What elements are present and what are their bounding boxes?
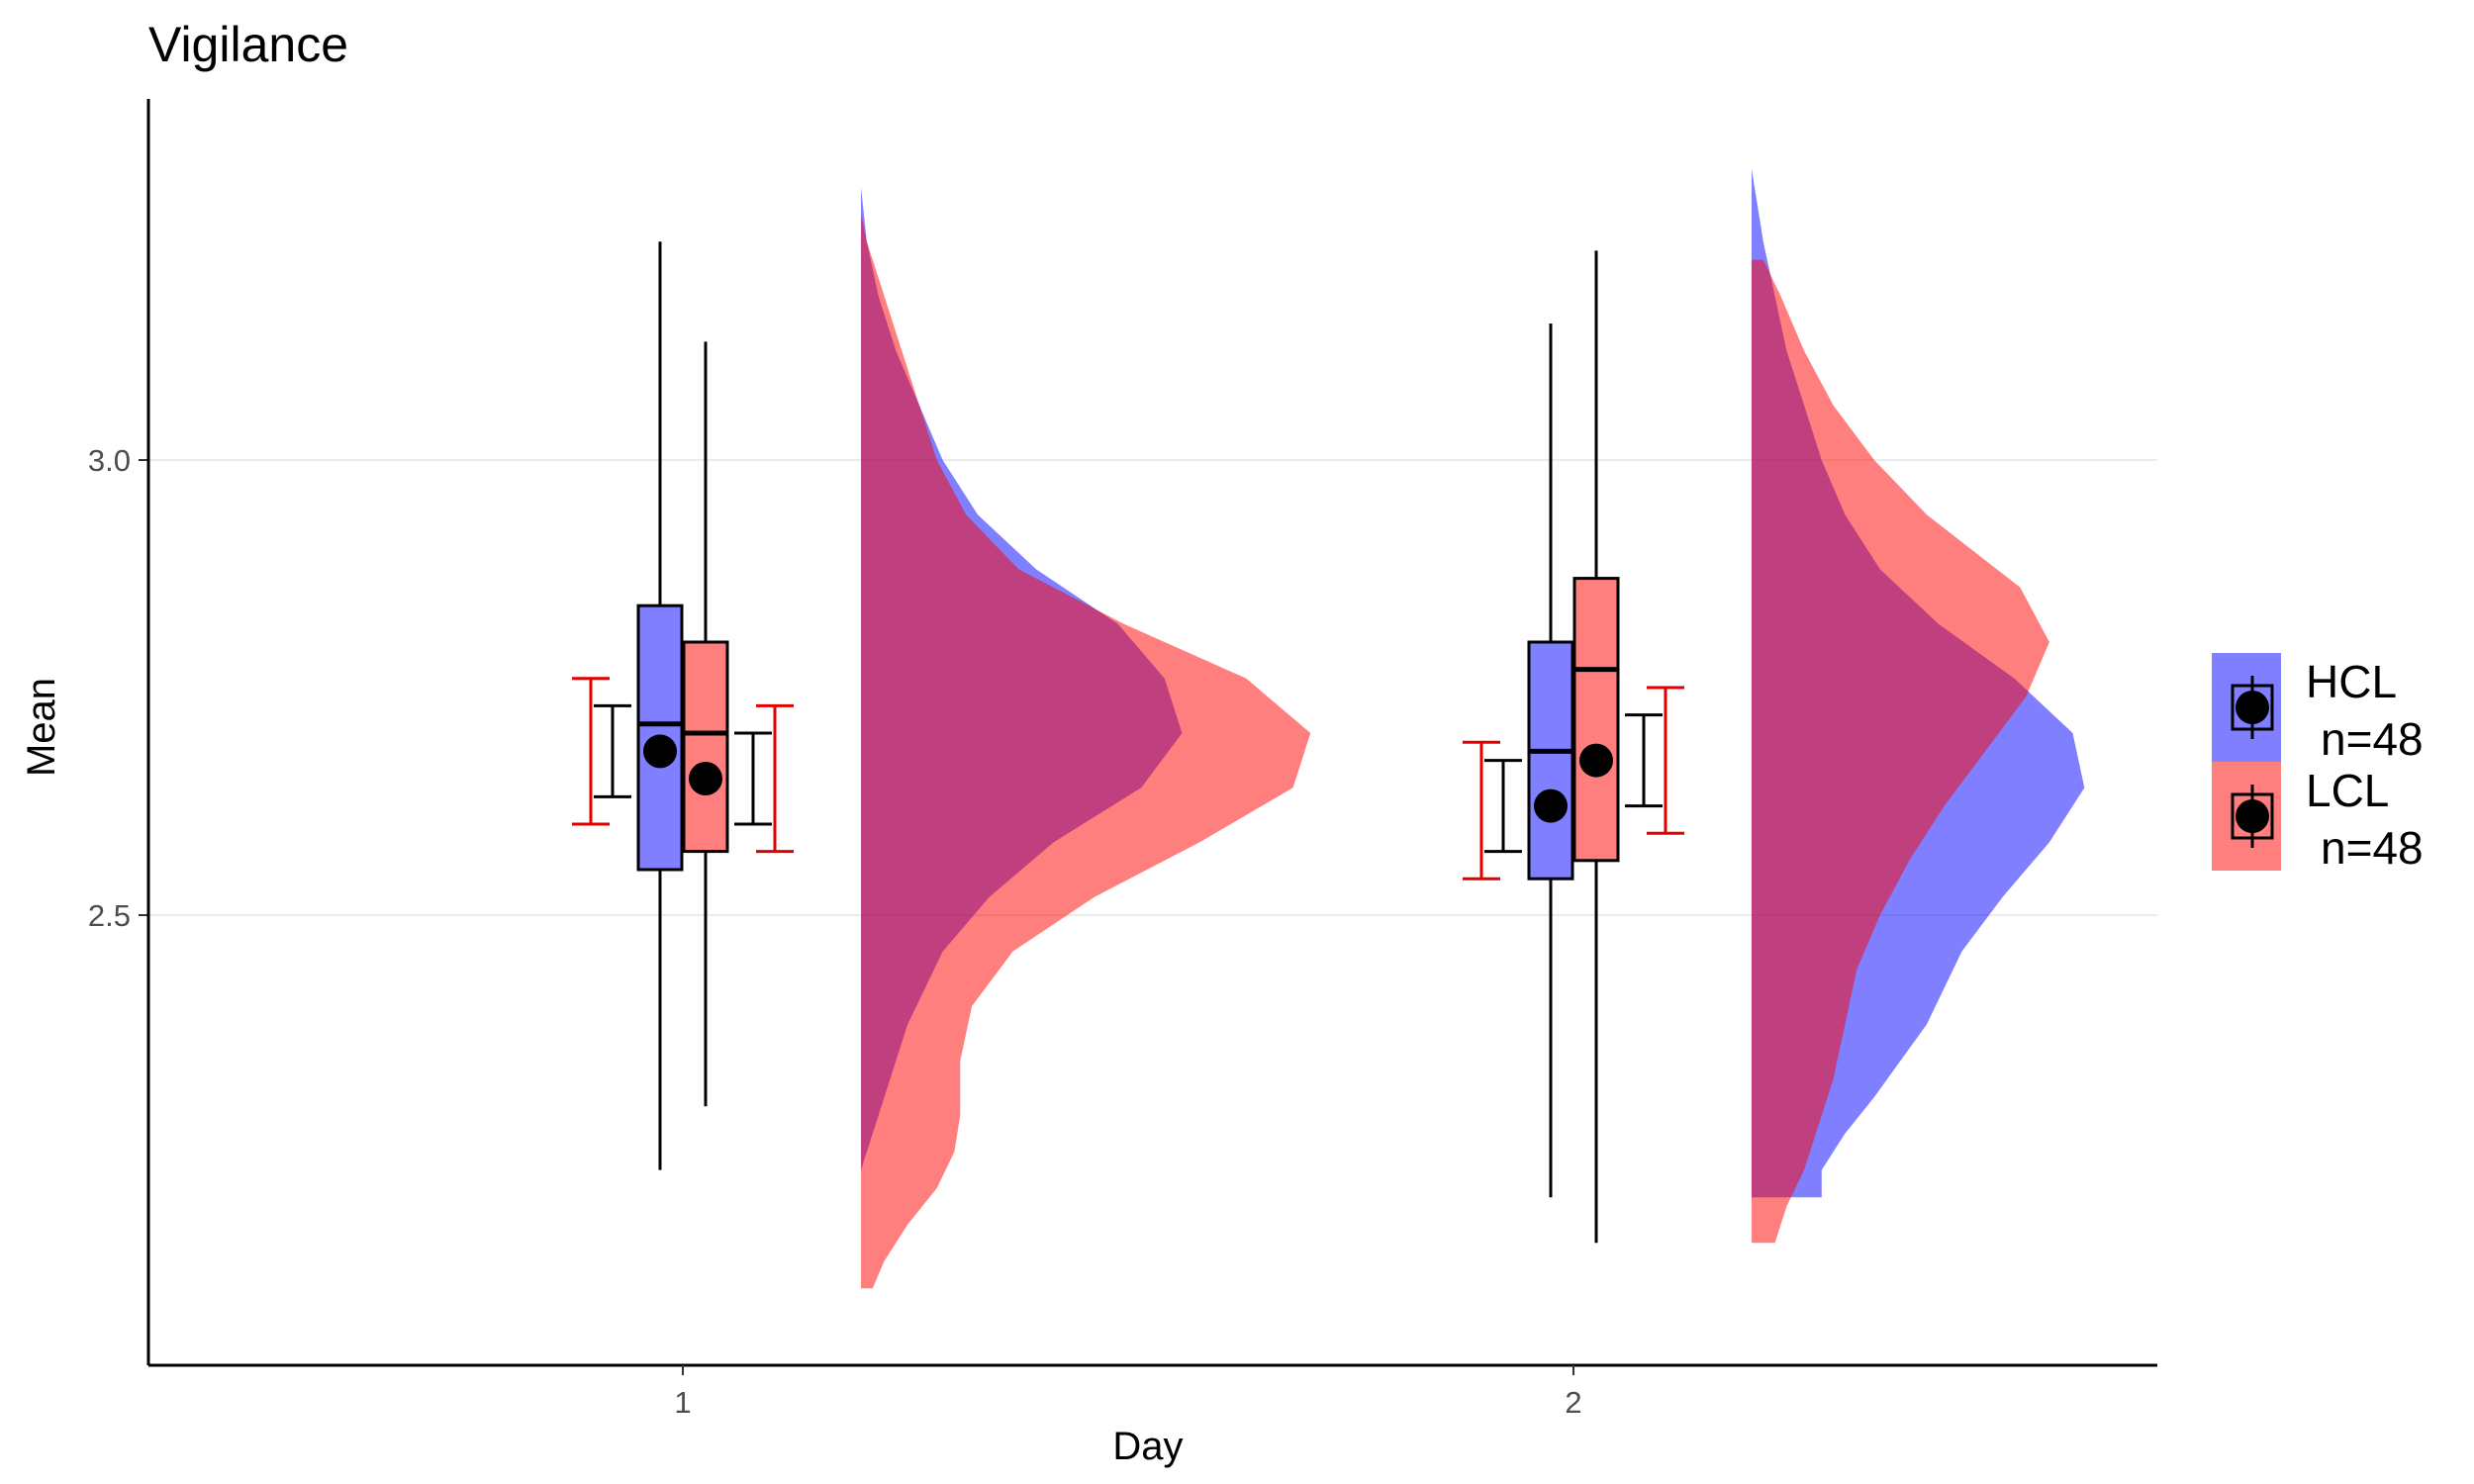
legend-point-lcl	[2236, 799, 2269, 833]
box-lcl-day1	[682, 640, 729, 854]
density-clouds	[861, 159, 2085, 1289]
y-tick-label-0: 2.5	[88, 898, 131, 933]
x-tick-label-0: 1	[674, 1385, 691, 1420]
legend-count-hcl: n=48	[2321, 713, 2424, 765]
legend-box-lcl	[2231, 792, 2274, 840]
chart-title: Vigilance	[148, 17, 348, 72]
box-hcl-day2	[1527, 640, 1574, 881]
legend-box-hcl	[2231, 684, 2274, 731]
density-lcl-day1	[861, 214, 1311, 1289]
boxplots	[572, 241, 1684, 1244]
ci-bracket-hcl-day2	[1463, 740, 1522, 881]
ci-bracket-lcl-day2	[1625, 686, 1684, 835]
tick-labels: 2.5 3.0 1 2	[88, 443, 1582, 1420]
legend-key-hcl: HCL n=48	[2212, 653, 2424, 765]
y-tick-label-1: 3.0	[88, 443, 131, 478]
ci-bracket-hcl-day1	[572, 677, 631, 826]
legend-point-hcl	[2236, 691, 2269, 724]
legend-label-lcl: LCL	[2306, 765, 2389, 816]
x-tick-label-1: 2	[1565, 1385, 1581, 1420]
mean-point-lcl-day1	[689, 762, 722, 795]
axes	[139, 99, 2157, 1375]
mean-point-hcl-day1	[643, 734, 677, 769]
legend-label-hcl: HCL	[2306, 656, 2397, 707]
mean-point-hcl-day2	[1534, 788, 1568, 823]
x-axis-title: Day	[1112, 1425, 1183, 1468]
legend-count-lcl: n=48	[2321, 822, 2424, 874]
legend: HCL n=48 LCL n=48	[2212, 653, 2424, 874]
mean-point-lcl-day2	[1579, 743, 1613, 778]
density-lcl-day2	[1752, 259, 2049, 1244]
box-lcl-day2	[1572, 577, 1620, 863]
ci-bracket-lcl-day1	[734, 703, 794, 854]
legend-key-lcl: LCL n=48	[2212, 762, 2424, 874]
y-axis-title: Mean	[20, 678, 63, 777]
